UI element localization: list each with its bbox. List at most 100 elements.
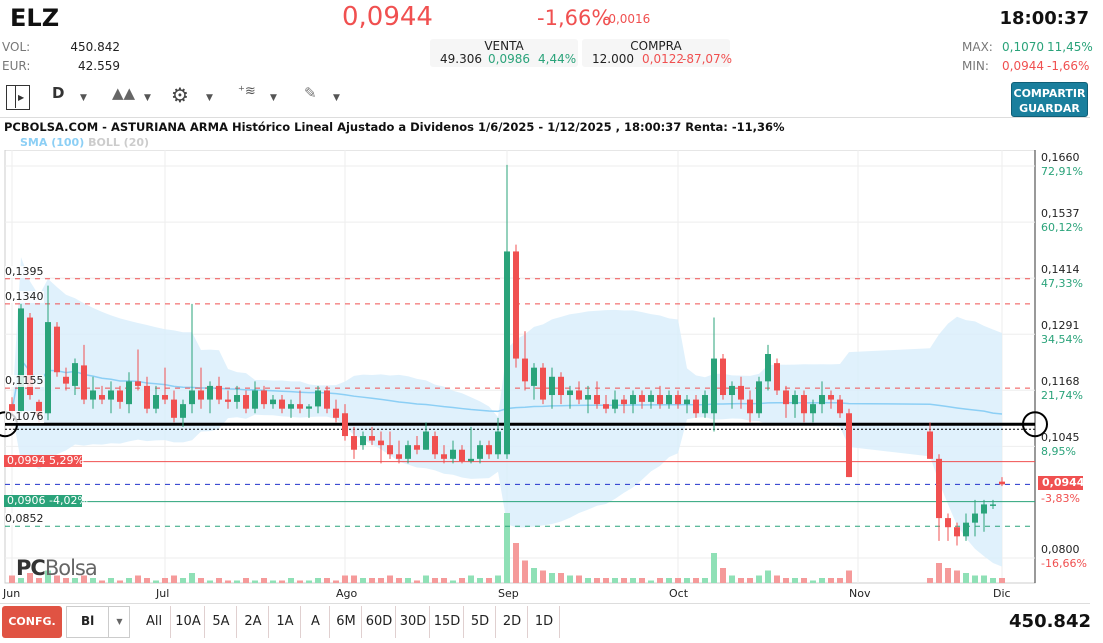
period-30d[interactable]: 30D	[397, 606, 430, 638]
candle	[648, 395, 654, 402]
candle	[81, 365, 87, 400]
pencil-icon[interactable]: ✎	[304, 84, 317, 102]
volume-bar	[639, 578, 645, 583]
volume-bar	[540, 570, 546, 583]
volume-bar	[216, 578, 222, 583]
volume-bar	[486, 578, 492, 583]
chevron-down-icon[interactable]: ▼	[80, 93, 87, 103]
period-2a[interactable]: 2A	[238, 606, 269, 638]
share-save-button[interactable]: COMPARTIR GUARDAR	[1011, 82, 1088, 117]
period-all[interactable]: All	[138, 606, 171, 638]
candle	[657, 395, 663, 405]
area-chart-icon[interactable]: ▲▲	[112, 84, 136, 102]
period-1a[interactable]: 1A	[270, 606, 301, 638]
period-selector[interactable]: D	[52, 84, 65, 102]
candle	[180, 404, 186, 418]
volume-bar	[81, 575, 87, 583]
volume-bar	[657, 578, 663, 583]
candle	[999, 481, 1005, 485]
volume-bar	[558, 573, 564, 583]
volume-bar	[324, 578, 330, 583]
gear-icon[interactable]: ⚙	[171, 83, 189, 107]
volume-bar	[738, 578, 744, 583]
y-tick-label: 0,0800	[1041, 543, 1080, 556]
chevron-down-icon[interactable]: ▼	[144, 93, 151, 103]
candle	[549, 376, 555, 396]
candle	[621, 399, 627, 405]
candle	[792, 395, 798, 405]
y-tick-label: 0,1537	[1041, 207, 1080, 221]
max-value: 0,1070	[1002, 40, 1044, 54]
candle	[927, 431, 933, 459]
volume-bar	[459, 578, 465, 583]
candle	[333, 408, 339, 418]
period-1d[interactable]: 1D	[529, 606, 560, 638]
candle	[351, 436, 357, 450]
period-a[interactable]: A	[302, 606, 330, 638]
candle	[612, 399, 618, 409]
candle	[594, 395, 600, 405]
min-value: 0,0944	[1002, 59, 1044, 73]
save-label[interactable]: GUARDAR	[1019, 102, 1080, 115]
volume-bar	[477, 578, 483, 583]
chart-type-select[interactable]: Bl ▼	[66, 606, 130, 638]
legend-boll[interactable]: BOLL (20)	[88, 136, 150, 149]
config-button[interactable]: CONFG.	[2, 606, 62, 638]
y-tick-pct: 21,74%	[1041, 389, 1083, 403]
price-chart[interactable]	[0, 150, 1103, 606]
period-60d[interactable]: 60D	[363, 606, 396, 638]
volume-bar	[288, 578, 294, 583]
candle	[54, 326, 60, 373]
chevron-down-icon[interactable]: ▼	[206, 93, 213, 103]
indicator-icon[interactable]: ⁺≋	[238, 84, 256, 99]
legend-sma[interactable]: SMA (100)	[20, 136, 85, 149]
candle	[783, 390, 789, 405]
candle	[972, 513, 978, 523]
candle	[504, 251, 510, 455]
volume-bar	[189, 573, 195, 583]
period-2d[interactable]: 2D	[497, 606, 528, 638]
candle	[441, 454, 447, 459]
candle	[45, 322, 51, 414]
compra-pct: -87,07%	[682, 52, 733, 66]
period-6m[interactable]: 6M	[331, 606, 362, 638]
candle	[369, 436, 375, 441]
venta-price: 0,0986	[488, 52, 530, 66]
candle	[279, 399, 285, 409]
candle	[738, 385, 744, 400]
volume-bar	[972, 575, 978, 583]
candle	[837, 399, 843, 414]
candle	[603, 404, 609, 409]
period-5a[interactable]: 5A	[206, 606, 237, 638]
candle	[297, 404, 303, 409]
candle	[540, 367, 546, 400]
level-label: 0,1395	[5, 264, 44, 278]
candle	[387, 445, 393, 455]
panel-toggle-icon[interactable]: ▶	[6, 85, 30, 110]
chevron-down-icon[interactable]: ▼	[108, 607, 130, 637]
period-15d[interactable]: 15D	[431, 606, 464, 638]
candle	[99, 395, 105, 400]
volume-bar	[765, 570, 771, 583]
candle	[72, 363, 78, 386]
volume-bar	[936, 563, 942, 583]
candle	[936, 458, 942, 519]
period-5d[interactable]: 5D	[465, 606, 496, 638]
period-10a[interactable]: 10A	[172, 606, 205, 638]
volume-bar	[99, 580, 105, 583]
share-label[interactable]: COMPARTIR	[1013, 87, 1086, 100]
volume-bar	[468, 575, 474, 583]
chevron-down-icon[interactable]: ▼	[333, 93, 340, 103]
max-label: MAX:	[962, 40, 993, 54]
candle	[207, 385, 213, 400]
candle	[162, 395, 168, 400]
volume-bar	[621, 578, 627, 583]
chevron-down-icon[interactable]: ▼	[270, 93, 277, 103]
level-tag: 0,0994 5,29%	[4, 454, 84, 467]
volume-bar	[207, 580, 213, 583]
level-label: 0,0852	[5, 512, 44, 526]
volume-bar	[117, 580, 123, 583]
volume-bar	[153, 580, 159, 583]
candle	[270, 399, 276, 405]
x-tick-label: Dic	[993, 587, 1011, 600]
